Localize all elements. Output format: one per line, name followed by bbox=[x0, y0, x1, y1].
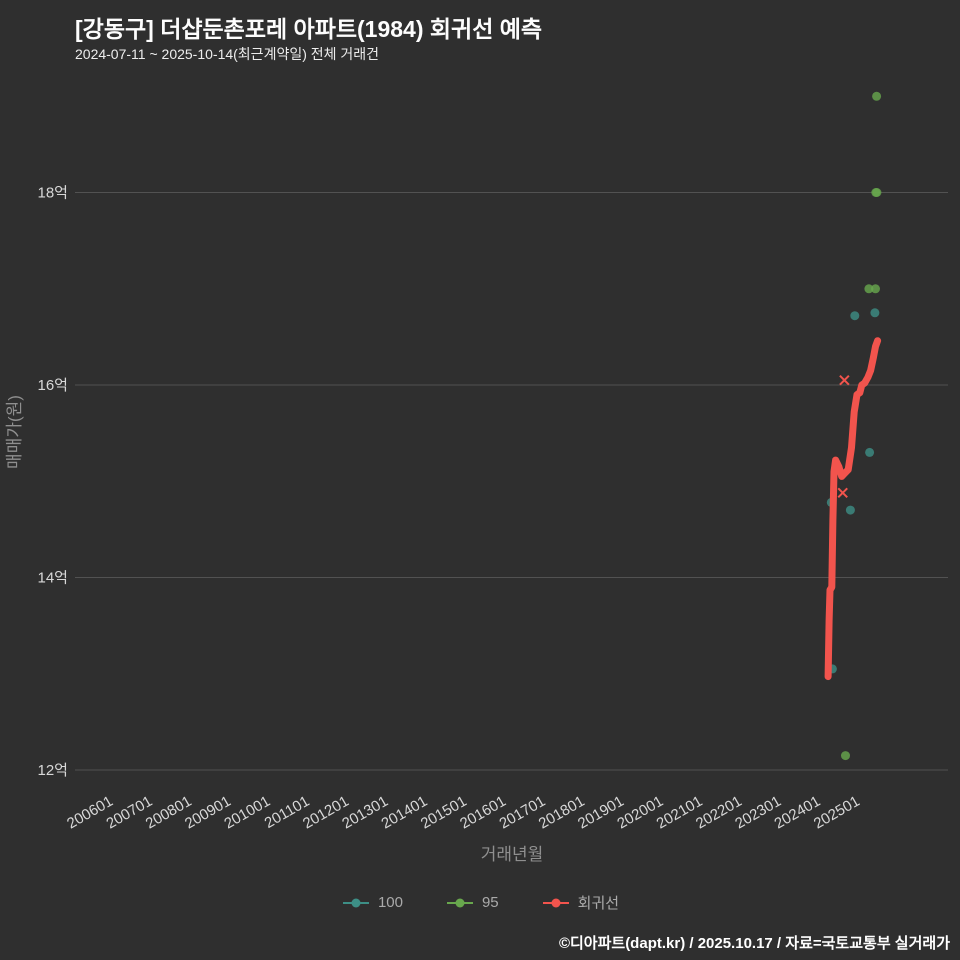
legend-marker-icon bbox=[446, 898, 473, 907]
data-point[interactable] bbox=[872, 188, 882, 197]
legend: 100 95 회귀선 bbox=[0, 892, 960, 913]
gridlines bbox=[75, 192, 948, 771]
legend-item-95[interactable]: 95 bbox=[445, 894, 499, 911]
series-95[interactable] bbox=[841, 91, 882, 761]
legend-label: 95 bbox=[481, 894, 499, 911]
data-point[interactable] bbox=[845, 505, 855, 515]
svg-text:12억: 12억 bbox=[38, 762, 69, 779]
svg-text:14억: 14억 bbox=[38, 570, 69, 587]
copyright-footer: ©디아파트(dapt.kr) / 2025.10.17 / 자료=국토교통부 실… bbox=[558, 935, 950, 952]
data-point[interactable] bbox=[841, 751, 850, 761]
x-axis-tick-labels: 2006012007012008012009012010012011012012… bbox=[64, 793, 863, 833]
legend-label: 100 bbox=[377, 894, 403, 911]
page-title: [강동구] 더샵둔촌포레 아파트(1984) 회귀선 예측 bbox=[75, 16, 543, 42]
legend-marker-icon bbox=[342, 898, 369, 907]
svg-text:202501: 202501 bbox=[811, 793, 863, 833]
svg-text:18억: 18억 bbox=[38, 185, 69, 202]
svg-text:201001: 201001 bbox=[221, 793, 273, 833]
data-point[interactable] bbox=[871, 284, 880, 294]
data-point[interactable] bbox=[872, 91, 882, 101]
y-axis-title: 매매가(원) bbox=[5, 395, 24, 469]
series-회귀선-x-markers[interactable] bbox=[837, 374, 850, 499]
legend-item-회귀선[interactable]: 회귀선 bbox=[541, 892, 619, 913]
data-point[interactable] bbox=[850, 311, 860, 321]
x-marker-icon[interactable] bbox=[837, 487, 848, 499]
y-axis-tick-labels: 12억 14억 16억 18억 bbox=[38, 185, 69, 780]
legend-item-100[interactable]: 100 bbox=[341, 894, 403, 911]
data-point[interactable] bbox=[870, 308, 880, 318]
series-회귀선[interactable] bbox=[824, 337, 882, 681]
chart-canvas[interactable]: 12억 14억 16억 18억 2006012007012008012009012010… bbox=[0, 0, 960, 880]
data-point[interactable] bbox=[865, 447, 875, 457]
legend-marker-icon bbox=[542, 898, 569, 907]
svg-text:16억: 16억 bbox=[38, 377, 69, 394]
legend-label: 회귀선 bbox=[577, 895, 620, 912]
page-subtitle: 2024-07-11 ~ 2025-10-14(최근계약일) 전체 거래건 bbox=[75, 46, 380, 62]
x-marker-icon[interactable] bbox=[839, 374, 850, 386]
x-axis-title: 거래년월 bbox=[481, 845, 544, 864]
data-point[interactable] bbox=[864, 284, 874, 294]
